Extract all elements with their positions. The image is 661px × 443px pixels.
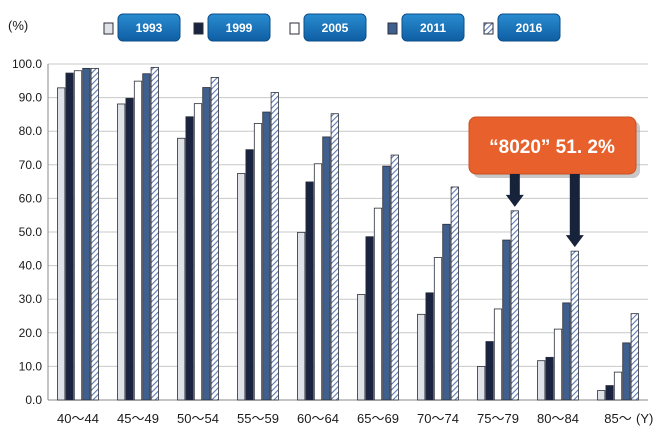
bar-2005-60～64 [313,163,323,401]
x-axis: 40～44 45～49 50～54 55～59 60～64 65～69 70～74 75～79… [57,411,653,426]
x-tick-label: 50～54 [177,411,219,426]
bar-1999-85～ [605,385,614,401]
bar-2011-50～54 [202,87,211,401]
bar-2011-40～44 [82,67,91,401]
bar-2005-65～69 [373,207,383,401]
y-tick-label: 20.0 [19,326,43,340]
bar-1999-65～69 [365,236,374,401]
bar-2005-50～54 [193,103,203,401]
legend-label-1999: 1999 [226,21,253,35]
legend-box-1993 [117,13,181,42]
y-tick-label: 60.0 [19,191,43,205]
bar-1999-45～49 [125,97,134,401]
bar-2016-50～54 [210,77,219,401]
x-tick-label: 40～44 [57,411,99,426]
x-tick-label: 60～64 [297,411,339,426]
bar-2005-70～74 [433,257,443,401]
bar-1999-75～79 [485,341,494,401]
y-tick-label: 50.0 [19,225,43,239]
bar-2005-80～84 [553,328,563,401]
legend-label-2016: 2016 [516,21,543,35]
bar-1993-80～84 [537,360,546,401]
bar-1993-40～44 [57,87,66,401]
bar-2016-85～ [630,313,639,401]
bar-2016-60～64 [330,113,339,401]
bar-2011-70～74 [442,223,451,401]
x-tick-label: 85～ [604,411,631,426]
bar-1993-70～74 [417,313,426,401]
bars [57,66,639,401]
bar-2005-45～49 [133,80,143,401]
bar-2005-40～44 [73,70,83,401]
bar-2011-60～64 [322,136,331,401]
bar-1999-70～74 [425,292,434,401]
callout-arrow [505,174,524,207]
bar-1999-40～44 [65,72,74,401]
bar-2016-75～79 [510,210,519,401]
y-tick-label: 0.0 [25,393,42,407]
bar-2011-75～79 [502,239,511,401]
legend-swatch-2005 [289,22,300,35]
legend-label-1993: 1993 [136,21,163,35]
bar-2011-55～59 [262,111,271,401]
y-tick-label: 40.0 [19,259,43,273]
y-tick-label: 10.0 [19,359,43,373]
bar-1993-50～54 [177,137,186,401]
x-tick-label: 75～79 [477,411,519,426]
bar-2016-65～69 [390,154,399,401]
bar-1993-45～49 [117,103,126,401]
x-unit-label: (Y) [636,411,653,426]
legend-swatch-1993 [103,22,114,35]
bar-1993-65～69 [357,294,366,401]
bar-1993-75～79 [477,365,486,401]
bar-2011-45～49 [142,73,151,401]
legend-swatch-2011 [387,22,398,35]
bar-1999-80～84 [545,356,554,401]
bar-2005-75～79 [493,308,503,401]
bar-2005-85～ [613,371,623,401]
legend-box-2016 [497,13,561,42]
bar-1993-85～ [597,390,606,401]
x-tick-label: 65～69 [357,411,399,426]
legend-box-2005 [303,13,367,42]
callout-arrow [565,174,584,248]
bar-2016-40～44 [90,67,99,401]
bar-1993-55～59 [237,173,246,401]
legend-swatch-2016 [483,22,494,35]
y-tick-label: 80.0 [19,124,43,138]
bar-1999-50～54 [185,116,194,401]
y-tick-label: 30.0 [19,292,43,306]
legend-swatch-1999 [193,22,204,35]
legend-box-2011 [401,13,465,42]
legend-label-2005: 2005 [322,21,349,35]
x-tick-label: 80～84 [537,411,579,426]
x-tick-label: 45～49 [117,411,159,426]
legend-label-2011: 2011 [420,21,446,35]
callout-text: “8020” 51. 2% [489,137,615,158]
y-unit-label: (%) [8,18,28,33]
y-axis: 100.0 90.0 80.0 70.0 60.0 50.0 40.0 30.0 20.0 10.… [8,18,49,407]
y-tick-label: 70.0 [19,158,43,172]
bar-2016-70～74 [450,186,459,401]
y-tick-label: 100.0 [12,57,42,71]
bar-2011-80～84 [562,302,571,401]
callout: “8020” 51. 2% [468,116,640,248]
legend-box-1999 [207,13,271,42]
x-tick-label: 55～59 [237,411,279,426]
bar-1999-60～64 [305,181,314,401]
bar-1993-60～64 [297,231,306,401]
bar-2016-55～59 [270,92,279,401]
bar-1999-55～59 [245,149,254,401]
bar-2005-55～59 [253,123,263,401]
x-tick-label: 70～74 [417,411,459,426]
bar-2016-80～84 [570,250,579,401]
legend: 1993 1999 2005 2011 2016 [103,13,561,42]
bar-2016-45～49 [150,66,159,401]
bar-2011-65～69 [382,165,391,401]
callout-box [468,116,637,175]
y-tick-label: 90.0 [19,91,43,105]
bar-2011-85～ [622,342,631,401]
